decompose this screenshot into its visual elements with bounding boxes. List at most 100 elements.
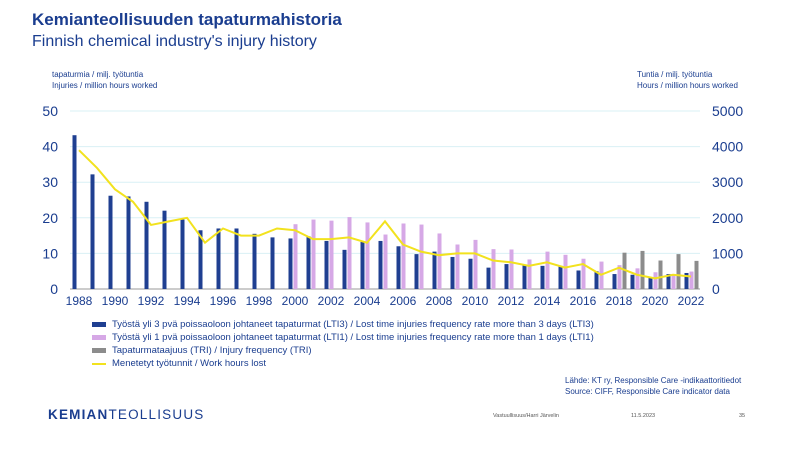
bar-lti3 — [540, 265, 545, 289]
x-tick-label: 1992 — [138, 294, 165, 308]
bar-lti1 — [491, 249, 496, 289]
bar-lti3 — [630, 274, 635, 289]
bar-lti1 — [365, 222, 370, 289]
bar-lti3 — [90, 174, 95, 289]
x-tick-label: 2010 — [462, 294, 489, 308]
bar-lti3 — [504, 264, 509, 289]
legend-swatch-lti3 — [92, 322, 106, 327]
chart-title: Kemianteollisuuden tapaturmahistoria — [32, 10, 342, 29]
y-right-tick-label: 3000 — [712, 174, 743, 190]
bar-lti1 — [689, 271, 694, 289]
bar-lti1 — [419, 224, 424, 289]
y-left-tick-label: 10 — [42, 245, 58, 261]
bar-lti1 — [401, 223, 406, 289]
line-work-hours-lost — [78, 149, 692, 280]
x-tick-label: 2022 — [678, 294, 705, 308]
footer-author: Vastuullisuus/Harri Järvelin — [493, 413, 559, 419]
bar-lti3 — [126, 196, 131, 289]
bar-lti3 — [360, 242, 365, 289]
bar-lti1 — [293, 224, 298, 289]
bar-lti1 — [581, 258, 586, 289]
x-tick-label: 2020 — [642, 294, 669, 308]
x-tick-label: 2000 — [282, 294, 309, 308]
bar-lti3 — [288, 238, 293, 289]
bar-lti1 — [455, 244, 460, 289]
x-tick-label: 1998 — [246, 294, 273, 308]
x-tick-label: 2004 — [354, 294, 381, 308]
bar-lti1 — [347, 217, 352, 289]
bar-lti1 — [671, 274, 676, 289]
bar-lti3 — [666, 274, 671, 289]
bar-lti3 — [684, 272, 689, 289]
bar-tri — [658, 260, 663, 289]
legend-swatch-lti1 — [92, 335, 106, 340]
x-tick-label: 2002 — [318, 294, 345, 308]
source-note-fi: Lähde: KT ry, Responsible Care -indikaat… — [565, 376, 742, 385]
chart-legend: Työstä yli 3 pvä poissaoloon johtaneet t… — [92, 318, 594, 370]
left-axis-unit-en: Injuries / million hours worked — [52, 81, 158, 90]
y-right-tick-label: 1000 — [712, 245, 743, 261]
bar-lti3 — [432, 251, 437, 289]
x-tick-label: 2008 — [426, 294, 453, 308]
legend-item-lti3: Työstä yli 3 pvä poissaoloon johtaneet t… — [92, 318, 594, 331]
source-note-en: Source: CIFF, Responsible Care indicator… — [565, 387, 730, 396]
bar-lti3 — [162, 210, 167, 289]
bar-lti1 — [563, 254, 568, 289]
bar-lti3 — [558, 265, 563, 289]
legend-swatch-tri — [92, 348, 106, 353]
legend-item-lti1: Työstä yli 1 pvä poissaoloon johtaneet t… — [92, 331, 594, 344]
footer-date: 11.5.2023 — [631, 413, 656, 419]
bar-tri — [640, 250, 645, 289]
bar-tri — [676, 254, 681, 289]
y-right-tick-label: 4000 — [712, 139, 743, 155]
logo-text-bold: KEMIAN — [48, 407, 109, 422]
bar-lti3 — [342, 249, 347, 289]
right-axis-unit-label: Tuntia / milj. työtuntia Hours / million… — [637, 69, 738, 91]
right-axis-unit-fi: Tuntia / milj. työtuntia — [637, 70, 713, 79]
bar-lti1 — [617, 265, 622, 289]
legend-item-tri: Tapaturmataajuus (TRI) / Injury frequenc… — [92, 344, 594, 357]
bar-lti3 — [576, 270, 581, 289]
y-left-tick-label: 30 — [42, 174, 58, 190]
bar-lti1 — [527, 259, 532, 289]
bar-lti3 — [108, 195, 113, 289]
bar-lti3 — [324, 240, 329, 289]
bar-lti1 — [545, 251, 550, 289]
bar-lti3 — [180, 219, 185, 289]
y-left-tick-label: 20 — [42, 210, 58, 226]
bar-lti3 — [414, 254, 419, 289]
bar-lti3 — [486, 267, 491, 289]
bar-lti3 — [252, 233, 257, 289]
bar-lti3 — [270, 237, 275, 289]
x-tick-label: 2016 — [570, 294, 597, 308]
y-left-tick-label: 50 — [42, 103, 58, 119]
legend-label-lti1: Työstä yli 1 pvä poissaoloon johtaneet t… — [112, 332, 594, 343]
bar-lti3 — [378, 240, 383, 289]
x-tick-label: 1988 — [66, 294, 93, 308]
x-tick-label: 2014 — [534, 294, 561, 308]
x-tick-label: 2006 — [390, 294, 417, 308]
right-axis-unit-en: Hours / million hours worked — [637, 81, 738, 90]
bar-lti1 — [473, 239, 478, 289]
x-tick-label: 2018 — [606, 294, 633, 308]
y-right-tick-label: 2000 — [712, 210, 743, 226]
legend-label-hours: Menetetyt työtunnit / Work hours lost — [112, 358, 267, 369]
bar-lti3 — [216, 228, 221, 289]
bar-lti1 — [383, 234, 388, 289]
bar-lti3 — [468, 258, 473, 289]
x-tick-label: 2012 — [498, 294, 525, 308]
bar-lti3 — [450, 256, 455, 289]
bar-lti3 — [522, 264, 527, 289]
x-tick-label: 1990 — [102, 294, 129, 308]
logo-text-light: TEOLLISUUS — [108, 407, 205, 422]
bar-lti3 — [144, 201, 149, 289]
legend-label-tri: Tapaturmataajuus (TRI) / Injury frequenc… — [112, 345, 312, 356]
bar-lti1 — [653, 272, 658, 289]
bar-lti1 — [635, 268, 640, 289]
y-left-tick-label: 40 — [42, 139, 58, 155]
bar-lti1 — [437, 233, 442, 289]
source-note: Lähde: KT ry, Responsible Care -indikaat… — [565, 375, 741, 397]
bar-lti3 — [234, 228, 239, 289]
bar-tri — [694, 260, 699, 289]
